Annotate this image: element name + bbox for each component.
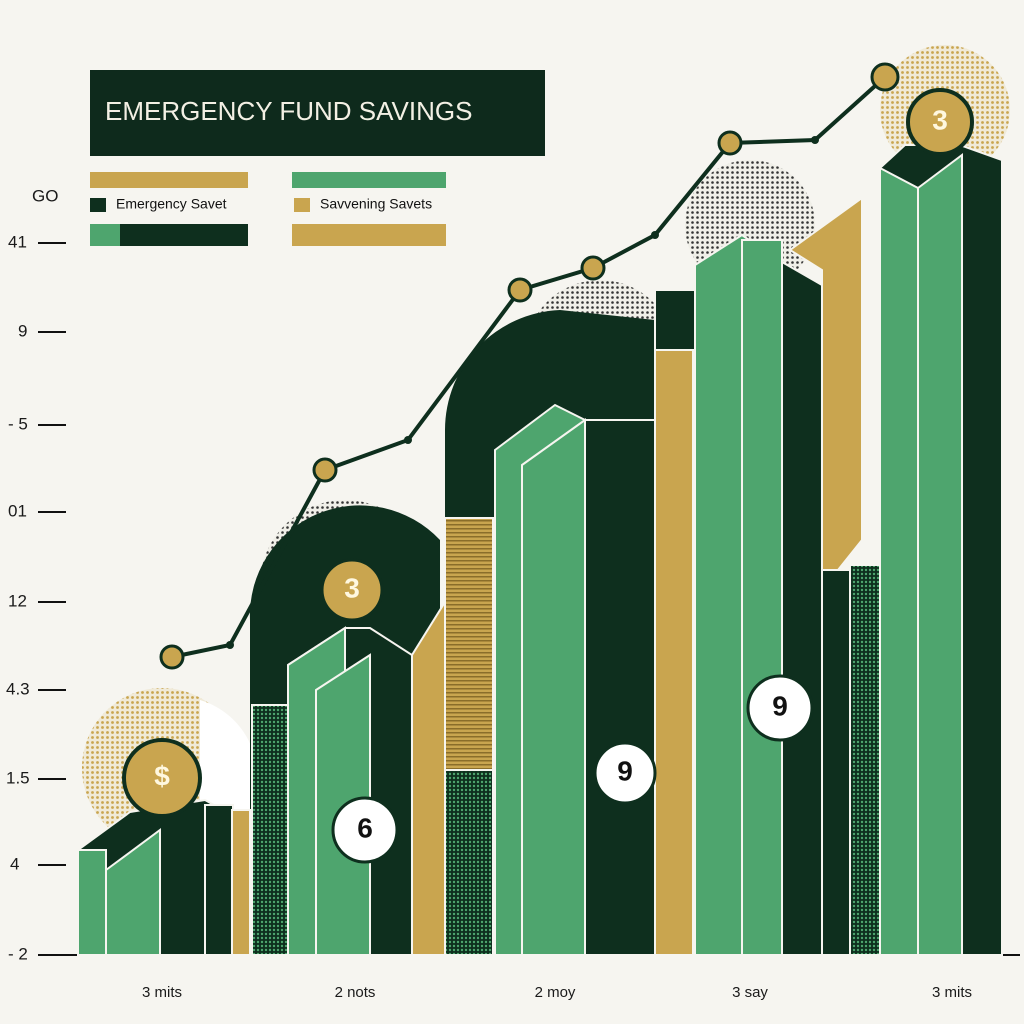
legend: Emergency Savet Savvening Savets bbox=[90, 172, 446, 246]
axis-label: GO bbox=[32, 186, 58, 205]
title: EMERGENCY FUND SAVINGS bbox=[105, 96, 472, 126]
badges bbox=[122, 88, 974, 864]
trend-line bbox=[159, 62, 900, 670]
group-label: 2 nots bbox=[335, 984, 376, 1001]
axis-label: 1.5 bbox=[6, 768, 30, 787]
legend-label: Emergency Savet bbox=[116, 196, 227, 212]
title-box bbox=[90, 70, 545, 156]
axis-label: 9 bbox=[18, 321, 27, 340]
bars bbox=[77, 144, 1003, 956]
axis-label: 12 bbox=[8, 591, 27, 610]
badge-label: 9 bbox=[772, 690, 788, 721]
group-label: 3 mits bbox=[142, 984, 182, 1001]
badge-label: $ bbox=[154, 760, 170, 791]
group-label: 3 mits bbox=[932, 984, 972, 1001]
axis-label: - 5 bbox=[8, 414, 28, 433]
axis-label: 4 bbox=[10, 854, 19, 873]
badge-label: 3 bbox=[344, 572, 360, 603]
badge-label: 9 bbox=[617, 755, 633, 786]
axis-label: 4.3 bbox=[6, 679, 30, 698]
group-label: 3 say bbox=[732, 984, 768, 1001]
axis-label: - 2 bbox=[8, 944, 28, 963]
badge-label: 6 bbox=[357, 812, 373, 843]
legend-label: Savvening Savets bbox=[320, 196, 432, 212]
axis-label: 41 bbox=[8, 232, 27, 251]
axis-label: 01 bbox=[8, 501, 27, 520]
group-label: 2 moy bbox=[535, 984, 576, 1001]
badge-label: 3 bbox=[932, 104, 948, 135]
